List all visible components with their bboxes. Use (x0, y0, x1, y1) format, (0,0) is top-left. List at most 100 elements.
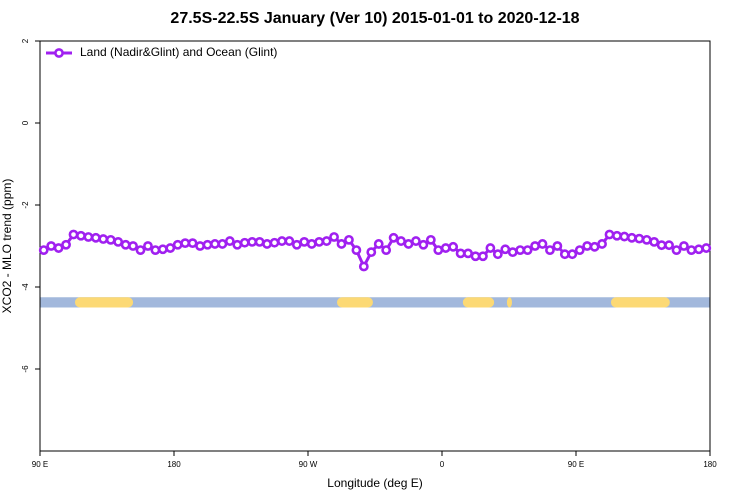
data-point (373, 239, 384, 249)
data-point (589, 241, 600, 252)
data-point (574, 245, 585, 255)
data-point (98, 234, 109, 244)
data-point (336, 239, 347, 249)
data-point (195, 241, 205, 251)
data-point (105, 234, 116, 245)
data-point (612, 230, 622, 241)
data-point (262, 239, 272, 249)
data-point (567, 249, 578, 260)
data-point (321, 236, 332, 246)
data-point (649, 236, 660, 247)
data-point (202, 239, 213, 250)
data-point (403, 239, 414, 249)
data-point (366, 247, 377, 258)
data-point (299, 236, 310, 247)
data-point (150, 245, 161, 255)
x-tick-label: 90 W (299, 460, 318, 469)
data-point (165, 243, 176, 253)
data-point (500, 244, 511, 255)
data-point (180, 238, 191, 249)
data-point (38, 245, 49, 255)
data-point (46, 241, 57, 251)
data-point (478, 251, 488, 262)
y-tick-label: -6 (21, 365, 30, 373)
x-tick-label: 90 E (568, 460, 584, 469)
data-point (664, 240, 674, 251)
data-point (210, 239, 220, 249)
data-point (515, 245, 526, 255)
data-point (507, 247, 518, 258)
data-point (634, 233, 645, 244)
y-tick-label: 2 (21, 38, 30, 43)
data-point (291, 239, 302, 250)
data-point (217, 239, 228, 249)
data-point (381, 245, 392, 255)
data-point (157, 244, 168, 255)
data-point (344, 234, 354, 245)
data-point (448, 241, 459, 252)
data-point (314, 236, 325, 247)
data-point (656, 240, 667, 251)
data-point (485, 243, 496, 253)
data-point (492, 249, 503, 260)
data-point (619, 231, 630, 242)
data-point (135, 245, 146, 255)
data-point (269, 237, 280, 248)
data-point (545, 245, 555, 255)
data-point (440, 243, 451, 253)
legend-marker (54, 48, 64, 58)
land-segment (337, 297, 373, 308)
data-point (120, 239, 131, 250)
data-point (224, 236, 235, 246)
data-point (277, 236, 287, 246)
data-point (239, 237, 250, 248)
x-tick-label: 0 (440, 460, 445, 469)
land-segment (506, 297, 512, 308)
data-point (418, 239, 429, 250)
data-point (537, 239, 548, 249)
data-point (90, 232, 101, 243)
x-axis-label: Longitude (deg E) (327, 476, 422, 490)
data-point (693, 244, 704, 255)
land-segment (74, 297, 134, 308)
data-point (597, 239, 607, 249)
y-tick-label: -2 (21, 201, 30, 209)
data-point (53, 243, 64, 253)
data-point (433, 245, 444, 255)
x-tick-label: 90 E (32, 460, 48, 469)
data-point (128, 241, 138, 251)
data-point (463, 248, 473, 259)
data-point (351, 245, 362, 255)
data-point (686, 245, 697, 255)
data-point (641, 234, 652, 245)
y-tick-label: -4 (21, 283, 30, 291)
legend-label: Land (Nadir&Glint) and Ocean (Glint) (80, 45, 277, 59)
x-tick-label: 180 (167, 460, 181, 469)
data-point (470, 251, 481, 262)
data-point (425, 234, 436, 245)
data-point (284, 236, 295, 246)
y-axis-label: XCO2 - MLO trend (ppm) (0, 179, 14, 314)
data-point (329, 232, 339, 242)
data-point (232, 239, 243, 250)
land-segment (610, 297, 670, 308)
data-point (68, 229, 79, 240)
chart-title: 27.5S-22.5S January (Ver 10) 2015-01-01 … (170, 10, 579, 27)
data-point (187, 238, 198, 249)
data-point (582, 241, 593, 251)
data-point (83, 232, 94, 242)
data-point (76, 230, 86, 241)
data-point (388, 232, 399, 243)
land-segment (462, 297, 495, 308)
x-tick-label: 180 (703, 460, 717, 469)
y-tick-label: 0 (21, 120, 30, 125)
data-point (626, 232, 637, 243)
data-point (522, 245, 533, 255)
data-point (530, 241, 540, 251)
data-point (455, 248, 466, 259)
data-point (358, 261, 369, 272)
data-point (61, 239, 71, 250)
data-point (701, 243, 712, 253)
data-point (559, 249, 570, 260)
